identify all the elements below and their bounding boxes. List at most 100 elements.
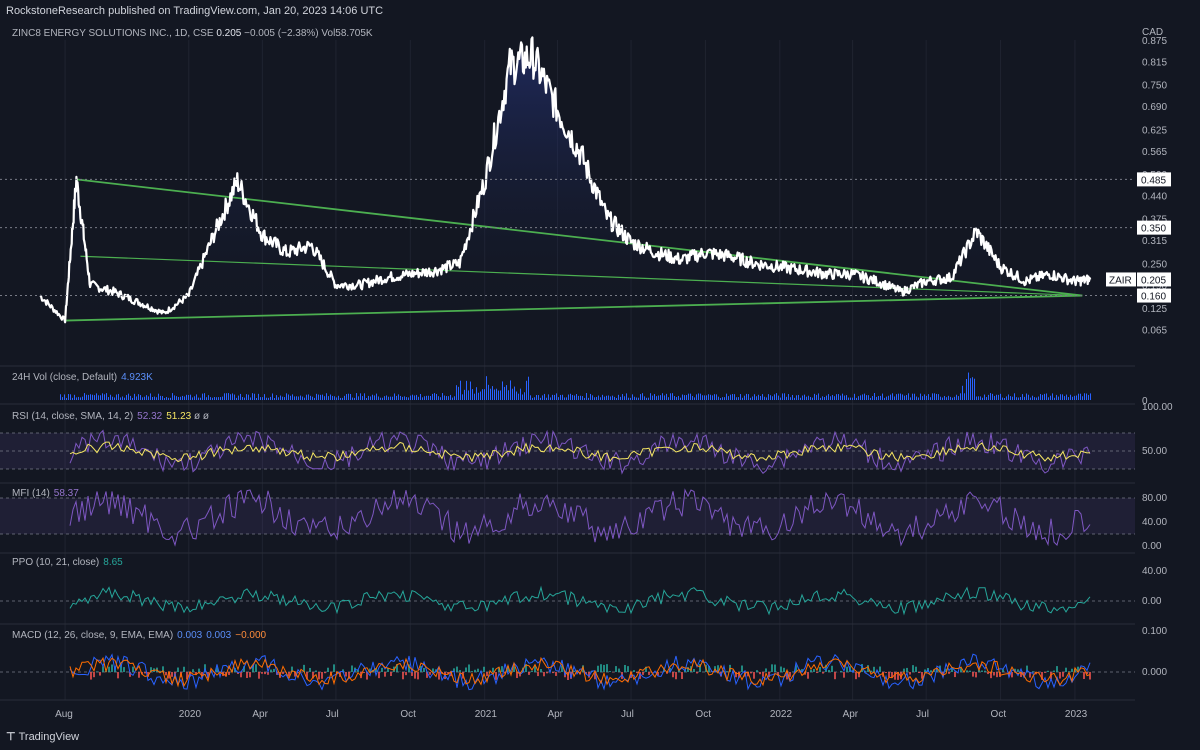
volume-bar bbox=[608, 395, 609, 400]
volume-bar bbox=[1052, 393, 1053, 400]
volume-bar bbox=[572, 395, 573, 400]
volume-bar bbox=[940, 396, 941, 400]
volume-bar bbox=[394, 393, 395, 400]
price-tick-1: 0.815 bbox=[1142, 57, 1167, 68]
volume-bar bbox=[744, 395, 745, 400]
volume-bar bbox=[144, 396, 145, 400]
macd-hist-bar bbox=[669, 668, 671, 672]
symbol-legend[interactable]: ZINC8 ENERGY SOLUTIONS INC., 1D, CSE 0.2… bbox=[12, 28, 373, 39]
macd-hist-bar bbox=[183, 666, 185, 672]
macd-hist-bar bbox=[450, 672, 452, 677]
volume-bar bbox=[996, 394, 997, 400]
volume-bar bbox=[358, 396, 359, 400]
volume-bar bbox=[472, 389, 473, 400]
macd-axis-0: 0.000 bbox=[1142, 667, 1167, 678]
mfi-legend[interactable]: MFI (14) 58.37 bbox=[12, 488, 79, 499]
macd-hist-bar bbox=[912, 665, 914, 672]
price-line bbox=[39, 36, 1092, 324]
volume-bar bbox=[914, 393, 915, 400]
volume-bar bbox=[248, 394, 249, 400]
volume-bar bbox=[862, 394, 863, 400]
volume-bar bbox=[250, 397, 251, 400]
volume-bar bbox=[280, 395, 281, 400]
time-tick-3: Jul bbox=[326, 709, 339, 720]
price-marker-0: 0.485 bbox=[1141, 175, 1166, 186]
macd-hist-bar bbox=[687, 667, 689, 672]
volume-bar bbox=[258, 393, 259, 400]
macd-signal-value: 0.003 bbox=[206, 630, 232, 641]
trend-line-2 bbox=[80, 255, 1083, 297]
macd-hist-bar bbox=[501, 666, 503, 672]
macd-hist-bar bbox=[624, 664, 626, 672]
volume-bar bbox=[760, 396, 761, 400]
macd-hist-bar bbox=[879, 666, 881, 672]
ppo-axis-40: 40.00 bbox=[1142, 566, 1167, 577]
macd-hist-bar bbox=[909, 672, 911, 675]
macd-hist-bar bbox=[894, 672, 896, 680]
volume-bar bbox=[696, 394, 697, 400]
rsi-legend[interactable]: RSI (14, close, SMA, 14, 2) 52.32 51.23 ø … bbox=[12, 411, 209, 422]
macd-hist-bar bbox=[498, 667, 500, 672]
macd-hist-bar bbox=[555, 672, 557, 676]
volume-bar bbox=[328, 396, 329, 400]
volume-bar bbox=[756, 396, 757, 400]
volume-bar bbox=[92, 394, 93, 400]
macd-hist-bar bbox=[159, 670, 161, 672]
macd-hist-bar bbox=[993, 672, 995, 676]
volume-bar bbox=[602, 394, 603, 400]
volume-bar bbox=[750, 397, 751, 400]
volume-bar bbox=[224, 393, 225, 400]
volume-bar bbox=[268, 397, 269, 400]
macd-hist-bar bbox=[906, 667, 908, 672]
volume-bar bbox=[774, 394, 775, 400]
volume-bar bbox=[190, 394, 191, 400]
price-tick-12: 0.125 bbox=[1142, 304, 1167, 315]
macd-hist-bar bbox=[1011, 672, 1013, 678]
tradingview-logo[interactable]: ⊤ TradingView bbox=[6, 730, 79, 743]
macd-legend[interactable]: MACD (12, 26, close, 9, EMA, EMA) 0.003 0.… bbox=[12, 630, 266, 641]
volume-bar bbox=[362, 396, 363, 400]
macd-hist-bar bbox=[369, 668, 371, 672]
volume-bar bbox=[152, 397, 153, 400]
macd-hist-bar bbox=[270, 669, 272, 672]
volume-bar bbox=[326, 393, 327, 400]
macd-hist-bar bbox=[606, 664, 608, 672]
volume-bar bbox=[918, 397, 919, 400]
volume-bar bbox=[154, 396, 155, 400]
volume-bar bbox=[1020, 397, 1021, 400]
macd-hist-bar bbox=[747, 672, 749, 677]
volume-bar bbox=[622, 394, 623, 400]
volume-bar bbox=[234, 394, 235, 400]
volume-bar bbox=[560, 394, 561, 400]
volume-bar bbox=[536, 394, 537, 400]
volume-bar bbox=[310, 395, 311, 400]
macd-hist-bar bbox=[243, 666, 245, 672]
volume-bar bbox=[60, 394, 61, 400]
volume-bar bbox=[994, 395, 995, 400]
volume-bar bbox=[556, 393, 557, 400]
price-marker-bg-2 bbox=[1137, 272, 1171, 287]
volume-bar bbox=[416, 394, 417, 400]
volume-bar bbox=[730, 394, 731, 400]
volume-bar bbox=[574, 395, 575, 400]
volume-bar bbox=[944, 395, 945, 400]
volume-bar bbox=[176, 396, 177, 400]
volume-bar bbox=[74, 394, 75, 400]
time-axis: Aug 2020 Apr Jul Oct 2021 Apr Jul Oct 2022 Apr Jul O… bbox=[55, 709, 1088, 720]
volume-bar bbox=[544, 393, 545, 400]
volume-bar bbox=[120, 397, 121, 400]
price-marker-bg-3 bbox=[1137, 288, 1171, 303]
volume-bar bbox=[988, 394, 989, 400]
volume-bar bbox=[180, 396, 181, 400]
volume-bar bbox=[802, 395, 803, 400]
price-area-fill bbox=[40, 37, 1091, 343]
macd-hist-bar bbox=[588, 672, 590, 678]
vol-legend[interactable]: 24H Vol (close, Default) 4.923K bbox=[12, 372, 153, 383]
macd-hist-bar bbox=[495, 672, 497, 680]
macd-hist-bar bbox=[717, 665, 719, 672]
ppo-legend[interactable]: PPO (10, 21, close) 8.65 bbox=[12, 557, 123, 568]
volume-bar bbox=[656, 396, 657, 400]
volume-bar bbox=[1086, 393, 1087, 400]
macd-hist-bar bbox=[780, 666, 782, 672]
